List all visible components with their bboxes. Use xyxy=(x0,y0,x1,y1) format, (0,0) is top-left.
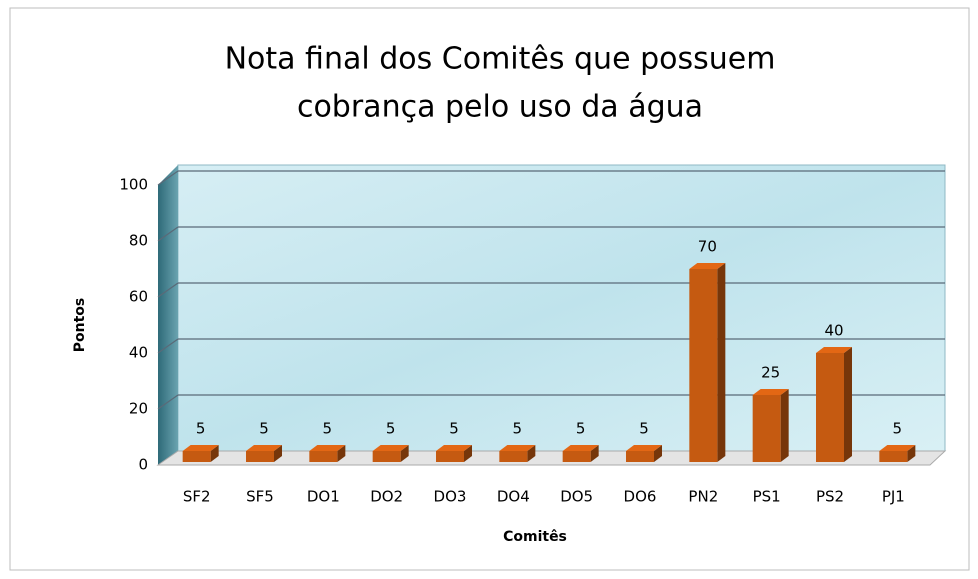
bar-side xyxy=(210,445,219,462)
bar-side xyxy=(907,445,916,462)
data-label: 5 xyxy=(323,420,333,438)
y-tick-label: 0 xyxy=(138,456,148,474)
x-tick-label: PN2 xyxy=(688,488,718,506)
x-tick-label: DO2 xyxy=(370,488,403,506)
x-tick-label: PJ1 xyxy=(882,488,905,506)
x-tick-label: SF5 xyxy=(246,488,274,506)
x-axis-label: Comitês xyxy=(503,529,567,545)
bar-top xyxy=(816,347,852,353)
bar xyxy=(436,451,464,462)
y-tick-label: 80 xyxy=(129,232,148,250)
x-tick-label: SF2 xyxy=(183,488,211,506)
y-tick-label: 100 xyxy=(119,176,148,194)
bar xyxy=(626,451,654,462)
bar-top xyxy=(372,445,409,451)
bar-top xyxy=(182,445,219,451)
bar xyxy=(499,451,528,462)
bar-side xyxy=(780,389,789,462)
data-label: 40 xyxy=(824,322,843,340)
grid-line xyxy=(157,226,179,242)
data-label: 5 xyxy=(386,420,396,438)
data-label: 5 xyxy=(576,420,586,438)
bar xyxy=(752,395,781,462)
data-label: 5 xyxy=(639,420,649,438)
bar-side xyxy=(337,445,346,462)
bar-top xyxy=(246,445,282,451)
bar-side xyxy=(844,347,852,462)
bar-side xyxy=(464,445,472,462)
bar-top xyxy=(689,263,726,269)
y-axis-label: Pontos xyxy=(72,298,88,353)
bar-top xyxy=(626,445,662,451)
grid-line xyxy=(157,394,179,410)
grid-line xyxy=(157,170,179,186)
grid-line xyxy=(157,338,179,354)
x-tick-label: PS1 xyxy=(753,488,781,506)
bar-top xyxy=(499,445,536,451)
x-tick-label: PS2 xyxy=(816,488,844,506)
y-tick-label: 60 xyxy=(129,288,148,306)
bar-side xyxy=(527,445,536,462)
chart-title: cobrança pelo uso da água xyxy=(297,90,703,125)
bar-side xyxy=(400,445,409,462)
bar-side xyxy=(654,445,662,462)
data-label: 5 xyxy=(259,420,269,438)
bar xyxy=(562,451,591,462)
data-label: 5 xyxy=(196,420,206,438)
data-label: 5 xyxy=(893,420,903,438)
floor xyxy=(156,450,947,466)
grid-line xyxy=(157,282,179,298)
bar xyxy=(879,451,908,462)
chart-title: Nota final dos Comitês que possuem xyxy=(225,42,776,77)
bar xyxy=(372,451,401,462)
data-label: 25 xyxy=(761,364,780,382)
bar xyxy=(816,353,844,462)
bar-top xyxy=(879,445,916,451)
data-label: 5 xyxy=(449,420,459,438)
bar xyxy=(246,451,274,462)
bar-top xyxy=(309,445,346,451)
side-wall xyxy=(158,165,178,465)
bar-side xyxy=(274,445,282,462)
bar xyxy=(689,269,718,462)
x-tick-label: DO1 xyxy=(307,488,340,506)
bar-top xyxy=(562,445,599,451)
bar-side xyxy=(717,263,726,462)
bar xyxy=(182,451,211,462)
x-tick-label: DO6 xyxy=(624,488,657,506)
x-tick-label: DO5 xyxy=(560,488,593,506)
bar-side xyxy=(590,445,599,462)
bar-top xyxy=(436,445,472,451)
x-tick-label: DO3 xyxy=(434,488,467,506)
data-label: 70 xyxy=(698,238,717,256)
data-label: 5 xyxy=(513,420,523,438)
bar xyxy=(309,451,338,462)
x-tick-label: DO4 xyxy=(497,488,530,506)
bar-top xyxy=(752,389,789,395)
y-tick-label: 40 xyxy=(129,344,148,362)
y-tick-label: 20 xyxy=(129,400,148,418)
